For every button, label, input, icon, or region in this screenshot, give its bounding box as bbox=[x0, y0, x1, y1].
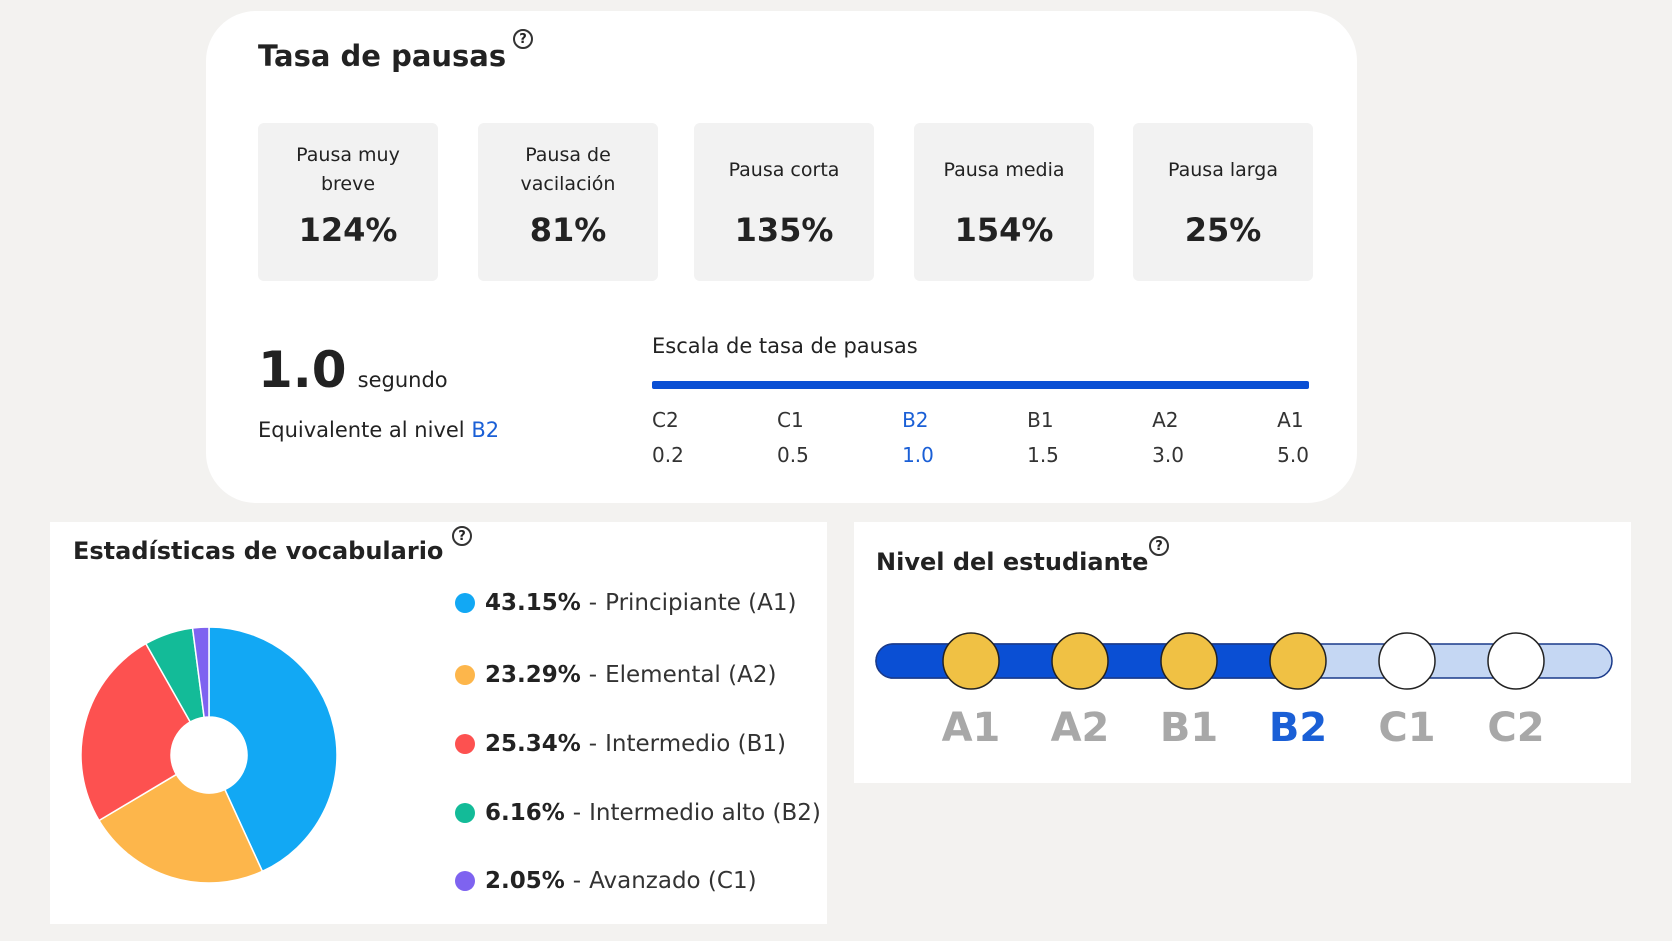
legend-dot bbox=[455, 665, 475, 685]
pause-card: Pausa corta 135% bbox=[694, 123, 874, 281]
level-dot bbox=[1269, 632, 1327, 690]
card-value: 154% bbox=[954, 211, 1054, 249]
scale-column: C1 0.5 bbox=[777, 403, 809, 473]
current-number: 1.0 bbox=[258, 341, 347, 399]
card-label: Pausa de vacilación bbox=[520, 144, 616, 195]
equivalent-text: Equivalente al nivel bbox=[258, 418, 465, 442]
legend-dot bbox=[455, 593, 475, 613]
scale-column: B2 1.0 bbox=[902, 403, 934, 473]
vocab-title: Estadísticas de vocabulario bbox=[73, 537, 444, 565]
pie-slice bbox=[98, 773, 264, 884]
scale-value: 5.0 bbox=[1277, 443, 1309, 467]
card-label: Pausa media bbox=[943, 158, 1065, 181]
scale-value: 1.5 bbox=[1027, 443, 1059, 467]
legend-item: 25.34% - Intermedio (B1) bbox=[455, 731, 786, 757]
scale-column: A2 3.0 bbox=[1152, 403, 1184, 473]
help-icon[interactable]: ? bbox=[513, 29, 533, 49]
level-label: A2 bbox=[1051, 705, 1110, 751]
scale-bar bbox=[652, 381, 1309, 389]
scale-value: 1.0 bbox=[902, 443, 934, 467]
current-value: 1.0 segundo bbox=[258, 341, 448, 399]
scale-value: 0.2 bbox=[652, 443, 684, 467]
card-value: 135% bbox=[734, 211, 834, 249]
pause-card: Pausa muy breve 124% bbox=[258, 123, 438, 281]
legend-item: 23.29% - Elemental (A2) bbox=[455, 662, 776, 688]
legend-item: 6.16% - Intermedio alto (B2) bbox=[455, 800, 821, 826]
level-label: C1 bbox=[1378, 705, 1435, 751]
card-label: Pausa larga bbox=[1168, 158, 1278, 181]
equivalent: Equivalente al nivel B2 bbox=[258, 418, 499, 442]
pause-card: Pausa larga 25% bbox=[1133, 123, 1313, 281]
legend-dot bbox=[455, 734, 475, 754]
legend-value: 2.05% bbox=[485, 868, 565, 894]
scale-level: C2 bbox=[652, 408, 679, 432]
pie-slice bbox=[191, 626, 210, 719]
legend-value: 43.15% bbox=[485, 590, 581, 616]
card-value: 25% bbox=[1184, 211, 1262, 249]
legend-value: 25.34% bbox=[485, 731, 581, 757]
legend-sep: - bbox=[588, 590, 598, 616]
legend-name: Elemental (A2) bbox=[605, 662, 777, 688]
help-icon[interactable]: ? bbox=[1149, 536, 1169, 556]
level-label: B2 bbox=[1269, 705, 1327, 751]
legend-sep: - bbox=[572, 800, 582, 826]
card-label: Pausa muy breve bbox=[296, 144, 400, 195]
legend-sep: - bbox=[588, 662, 598, 688]
card-label: Pausa corta bbox=[728, 158, 840, 181]
legend-item: 43.15% - Principiante (A1) bbox=[455, 590, 797, 616]
level-track: A1 A2 B1 B2 C1 C2 bbox=[875, 632, 1613, 751]
scale-level: B1 bbox=[1027, 408, 1054, 432]
card-value: 81% bbox=[529, 211, 607, 249]
scale-columns: C2 0.2 C1 0.5 B2 1.0 B1 1.5 A2 3.0 A1 5.0 bbox=[652, 403, 1309, 473]
legend-value: 6.16% bbox=[485, 800, 565, 826]
level-label: C2 bbox=[1487, 705, 1544, 751]
pause-title: Tasa de pausas bbox=[258, 39, 506, 73]
level-dot bbox=[1378, 632, 1436, 690]
scale-level: C1 bbox=[777, 408, 804, 432]
legend-value: 23.29% bbox=[485, 662, 581, 688]
level-dot bbox=[1051, 632, 1109, 690]
pause-card: Pausa media 154% bbox=[914, 123, 1094, 281]
pie-chart bbox=[80, 626, 338, 884]
card-value: 124% bbox=[298, 211, 398, 249]
level-dot bbox=[1160, 632, 1218, 690]
title-text: Tasa de pausas bbox=[258, 39, 507, 73]
legend-name: Principiante (A1) bbox=[605, 590, 797, 616]
help-icon[interactable]: ? bbox=[452, 526, 472, 546]
scale-column: A1 5.0 bbox=[1277, 403, 1309, 473]
scale-column: B1 1.5 bbox=[1027, 403, 1059, 473]
pie-slice bbox=[208, 626, 338, 873]
legend-item: 2.05% - Avanzado (C1) bbox=[455, 868, 757, 894]
pause-card: Pausa de vacilación 81% bbox=[478, 123, 658, 281]
level-title: Nivel del estudiante bbox=[876, 548, 1149, 576]
legend-sep: - bbox=[588, 731, 598, 757]
scale-level: B2 bbox=[902, 408, 929, 432]
pause-panel: Tasa de pausas ? Pausa muy breve 124% Paus… bbox=[206, 11, 1357, 503]
scale-value: 0.5 bbox=[777, 443, 809, 467]
pie-slice bbox=[80, 642, 192, 822]
vocab-panel: Estadísticas de vocabulario ? 43.15% - Pri… bbox=[50, 522, 827, 924]
scale-title: Escala de tasa de pausas bbox=[652, 334, 918, 358]
scale-value: 3.0 bbox=[1152, 443, 1184, 467]
legend-sep: - bbox=[572, 868, 582, 894]
current-unit: segundo bbox=[357, 368, 448, 392]
level-label: A1 bbox=[942, 705, 1001, 751]
legend-dot bbox=[455, 871, 475, 891]
equivalent-level: B2 bbox=[471, 418, 500, 442]
level-panel: Nivel del estudiante ? A1 A2 B1 B2 C1 C2 bbox=[854, 522, 1631, 783]
scale-level: A1 bbox=[1277, 408, 1304, 432]
level-dot bbox=[942, 632, 1000, 690]
scale-column: C2 0.2 bbox=[652, 403, 684, 473]
legend-name: Avanzado (C1) bbox=[589, 868, 757, 894]
level-dot bbox=[1487, 632, 1545, 690]
legend-dot bbox=[455, 803, 475, 823]
legend-name: Intermedio alto (B2) bbox=[589, 800, 821, 826]
level-label: B1 bbox=[1160, 705, 1218, 751]
legend-name: Intermedio (B1) bbox=[605, 731, 786, 757]
scale-level: A2 bbox=[1152, 408, 1179, 432]
